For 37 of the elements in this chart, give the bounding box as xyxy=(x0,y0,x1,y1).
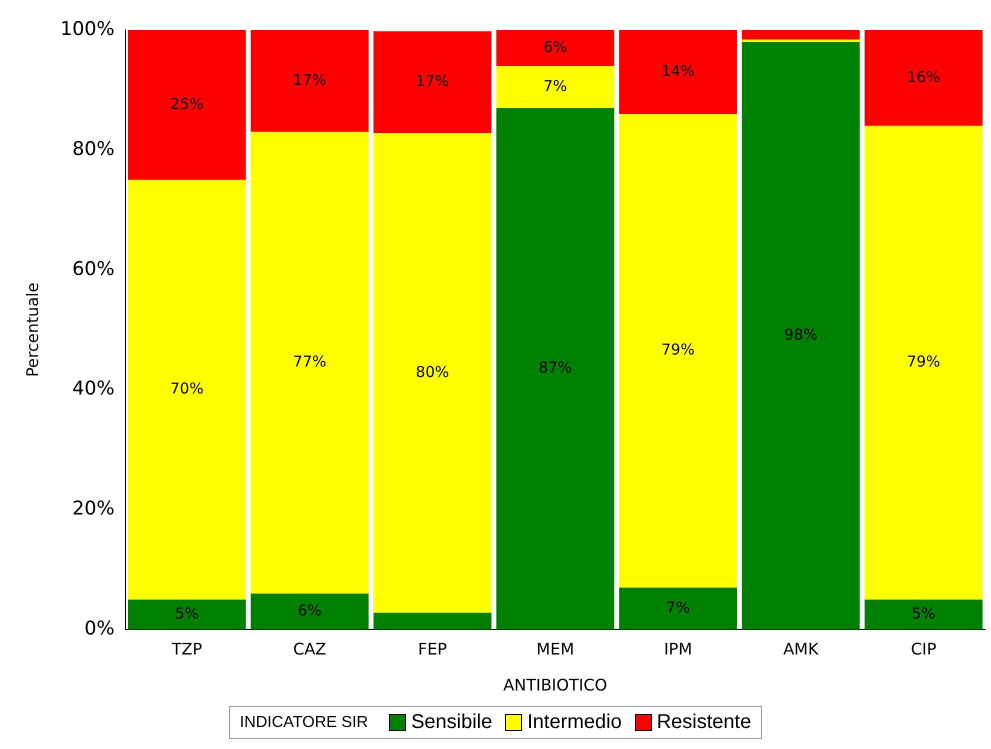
x-tick-label: CAZ xyxy=(293,639,326,658)
y-tick-label: 40% xyxy=(72,378,115,400)
y-axis-title: Percentuale xyxy=(22,282,42,378)
y-tick-label: 80% xyxy=(72,138,115,160)
x-tick-label: AMK xyxy=(783,639,819,658)
data-label: 6% xyxy=(298,602,322,620)
data-label: 70% xyxy=(170,380,204,398)
data-label: 25% xyxy=(170,94,204,113)
data-label: 17% xyxy=(416,72,450,90)
y-tick-label: 0% xyxy=(84,618,115,640)
y-tick-label: 20% xyxy=(72,498,115,520)
data-label: 80% xyxy=(416,362,450,381)
data-label: 87% xyxy=(538,358,572,377)
data-label: 6% xyxy=(543,38,568,56)
data-label: 7% xyxy=(543,76,568,95)
data-label: 5% xyxy=(912,604,936,622)
data-label: 16% xyxy=(906,68,940,86)
data-label: 5% xyxy=(175,604,199,622)
legend-label: Intermedio xyxy=(527,711,622,734)
x-tick-label: FEP xyxy=(418,639,448,658)
x-axis-title: ANTIBIOTICO xyxy=(503,676,608,695)
y-tick-label: 60% xyxy=(72,258,115,280)
data-label: 17% xyxy=(293,70,326,89)
data-label: 7% xyxy=(666,598,690,617)
legend-title: INDICATORE SIR xyxy=(240,714,368,732)
data-label: 79% xyxy=(661,340,695,359)
x-tick-label: TZP xyxy=(170,639,202,658)
data-label: 14% xyxy=(661,62,695,80)
legend-label: Sensibile xyxy=(411,711,492,734)
x-tick-label: MEM xyxy=(536,639,574,658)
x-tick-label: IPM xyxy=(664,639,692,658)
y-tick-label: 100% xyxy=(60,18,115,40)
x-tick-label: CIP xyxy=(910,639,937,658)
data-label: 79% xyxy=(906,352,940,371)
legend-label: Resistente xyxy=(656,711,752,734)
data-label: 77% xyxy=(293,352,326,371)
data-label: 98% xyxy=(784,326,818,344)
